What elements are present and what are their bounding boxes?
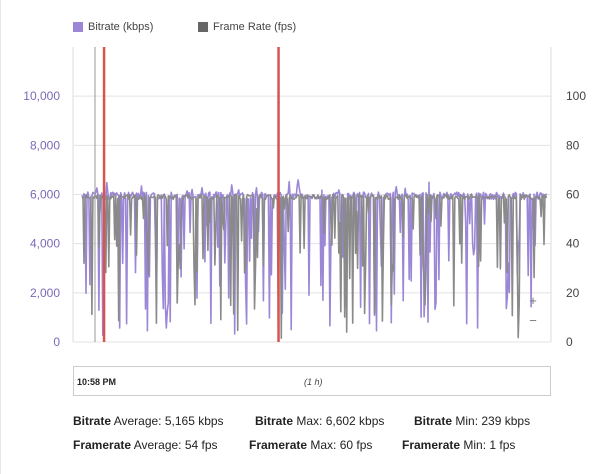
bitrate-max-stat: Bitrate Max: 6,602 kbps <box>255 414 384 428</box>
framerate-min-stat: Framerate Min: 1 fps <box>402 438 515 452</box>
bitrate-max-label: Bitrate <box>255 414 294 428</box>
timeline-navigator[interactable]: 10:58 PM (1 h) <box>73 366 551 396</box>
y-right-tick-label: 40 <box>566 237 580 251</box>
timeline-duration: (1 h) <box>304 377 323 387</box>
stream-chart[interactable]: 0 2,000 4,000 6,000 8,000 10,000 0 20 40 60 80 100 <box>0 0 612 360</box>
timeline-start-time: 10:58 PM <box>77 377 117 387</box>
page-left-border <box>0 0 1 474</box>
legend-framerate-swatch <box>198 22 208 32</box>
y-right-tick-label: 100 <box>566 89 586 103</box>
bitrate-min-stat: Bitrate Min: 239 kbps <box>414 414 530 428</box>
bitrate-average-stat: Bitrate Average: 5,165 kbps <box>73 414 224 428</box>
zoom-out-button[interactable]: − <box>529 313 537 328</box>
y-right-tick-label: 20 <box>566 286 580 300</box>
framerate-series-line <box>81 193 548 340</box>
y-left-tick-label: 10,000 <box>23 89 60 103</box>
zoom-in-button[interactable]: + <box>529 293 537 308</box>
y-left-tick-label: 2,000 <box>30 286 60 300</box>
legend-framerate-label: Frame Rate (fps) <box>213 21 297 33</box>
y-right-tick-label: 60 <box>566 188 580 202</box>
bitrate-average-value: Average: 5,165 kbps <box>113 414 224 428</box>
framerate-min-value: Min: 1 fps <box>463 438 516 452</box>
legend-bitrate-swatch <box>73 22 83 32</box>
framerate-max-value: Max: 60 fps <box>310 438 373 452</box>
framerate-max-stat: Framerate Max: 60 fps <box>249 438 372 452</box>
y-left-tick-label: 0 <box>53 335 60 349</box>
y-left-tick-label: 8,000 <box>30 138 60 152</box>
bitrate-average-label: Bitrate <box>73 414 112 428</box>
framerate-average-label: Framerate <box>73 438 132 452</box>
bitrate-max-value: Max: 6,602 kbps <box>296 414 385 428</box>
bitrate-min-value: Min: 239 kbps <box>455 414 531 428</box>
bitrate-min-label: Bitrate <box>414 414 453 428</box>
legend-framerate[interactable]: Frame Rate (fps) <box>198 21 296 33</box>
legend-bitrate-label: Bitrate (kbps) <box>88 21 154 33</box>
framerate-average-stat: Framerate Average: 54 fps <box>73 438 218 452</box>
framerate-max-label: Framerate <box>249 438 308 452</box>
framerate-average-value: Average: 54 fps <box>133 438 218 452</box>
framerate-min-label: Framerate <box>402 438 461 452</box>
legend-bitrate[interactable]: Bitrate (kbps) <box>73 21 153 33</box>
y-right-tick-label: 0 <box>566 335 573 349</box>
y-right-tick-label: 80 <box>566 138 580 152</box>
y-left-tick-label: 6,000 <box>30 188 60 202</box>
y-left-tick-label: 4,000 <box>30 237 60 251</box>
